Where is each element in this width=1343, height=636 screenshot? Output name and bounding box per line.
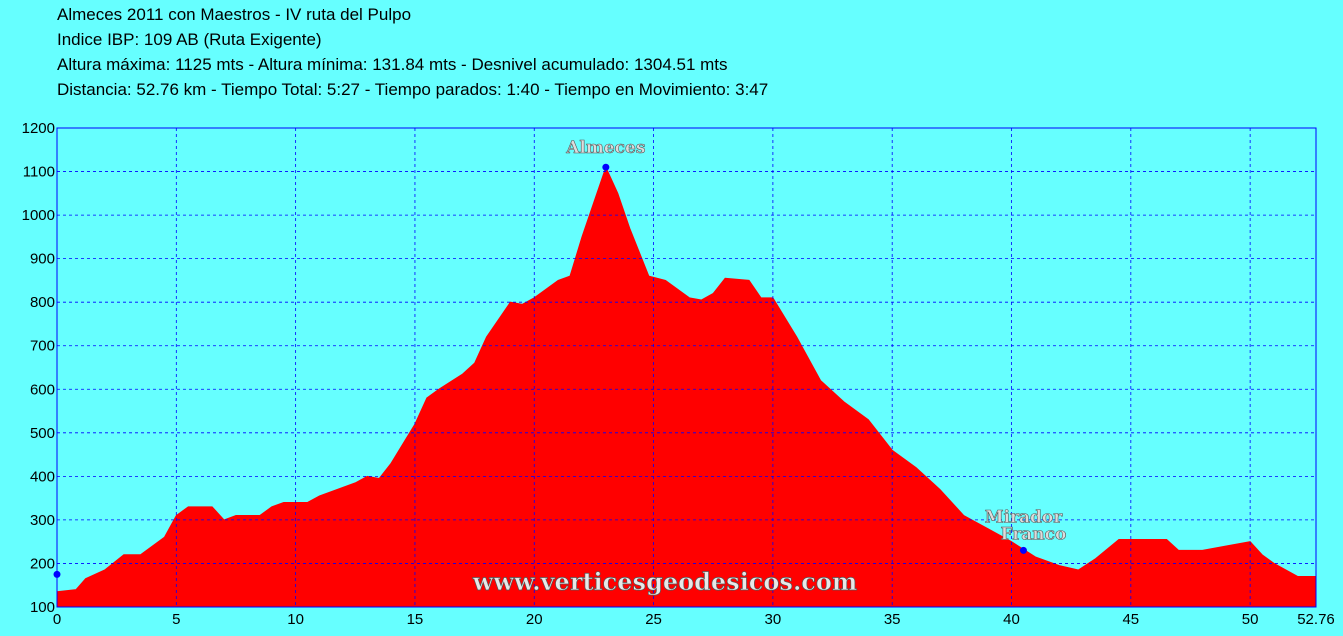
waypoint-label: Mirador Franco [985,507,1067,544]
title-line: Distancia: 52.76 km - Tiempo Total: 5:27… [57,80,768,99]
y-tick-label: 300 [30,512,55,529]
title-line: Almeces 2011 con Maestros - IV ruta del … [57,5,411,24]
x-tick-label: 0 [53,611,61,628]
x-tick-label: 15 [407,611,424,628]
x-tick-label: 40 [1003,611,1020,628]
y-tick-label: 900 [30,251,55,268]
plot-frame [56,127,1317,608]
x-tick-label: 35 [884,611,901,628]
y-tick-label: 1100 [23,164,55,181]
x-tick-label: 50 [1242,611,1259,628]
x-tick-label: 52.76 [1297,611,1335,628]
y-tick-label: 400 [30,468,55,485]
title-line: Altura máxima: 1125 mts - Altura mínima:… [57,55,728,74]
y-tick-label: 500 [30,425,55,442]
waypoint [1019,546,1027,554]
y-tick-label: 100 [30,599,55,616]
x-tick-label: 25 [645,611,662,628]
y-tick-label: 200 [30,555,55,572]
x-tick-label: 30 [765,611,782,628]
y-tick-label: 800 [30,294,55,311]
y-tick-label: 1200 [22,120,55,137]
title-line: Indice IBP: 109 AB (Ruta Exigente) [57,30,322,49]
x-tick-label: 10 [287,611,304,628]
elevation-area [56,165,1317,608]
x-tick-label: 20 [526,611,543,628]
x-tick-label: 5 [172,611,180,628]
waypoint [53,570,61,578]
y-tick-label: 600 [30,381,55,398]
waypoint-label: Almeces [565,138,645,158]
x-tick-label: 45 [1122,611,1139,628]
y-tick-label: 1000 [22,207,55,224]
watermark: www.verticesgeodesicos.com [472,567,858,596]
waypoint [602,163,610,171]
y-tick-label: 700 [30,338,55,355]
